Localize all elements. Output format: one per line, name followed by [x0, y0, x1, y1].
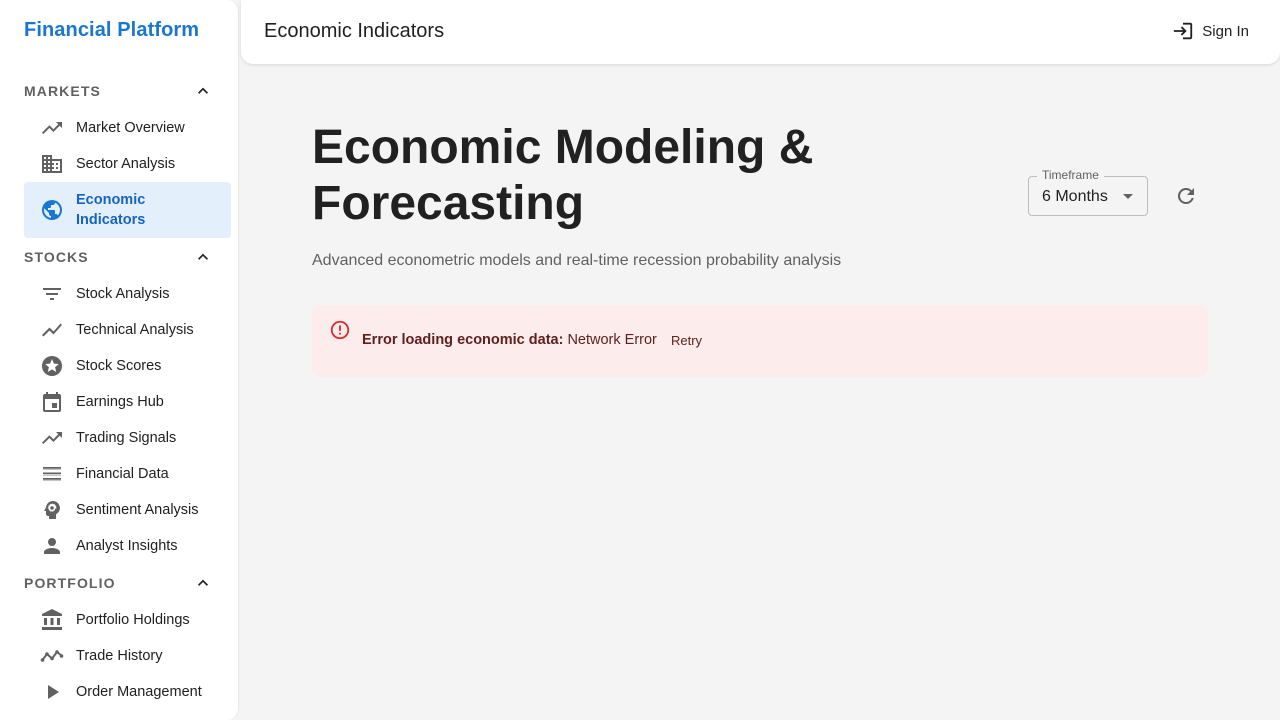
brand-title[interactable]: Financial Platform — [24, 19, 200, 41]
sidebar-item-label: Earnings Hub — [76, 394, 164, 410]
section-header-stocks[interactable]: STOCKS — [24, 238, 231, 276]
sidebar-item-sector-analysis[interactable]: Sector Analysis — [24, 146, 231, 182]
trending-up-icon — [42, 122, 62, 134]
section-header-portfolio[interactable]: PORTFOLIO — [24, 564, 231, 602]
timeframe-value: 6 Months — [1042, 188, 1108, 205]
error-alert: Error loading economic data: Network Err… — [312, 305, 1208, 377]
section-title: PORTFOLIO — [24, 575, 116, 591]
sidebar-item-sentiment-analysis[interactable]: Sentiment Analysis — [24, 492, 231, 528]
sidebar-item-financial-data[interactable]: Financial Data — [24, 456, 231, 492]
chevron-up-icon — [198, 579, 208, 586]
sidebar-item-market-overview[interactable]: Market Overview — [24, 110, 231, 146]
sidebar-item-label: Technical Analysis — [76, 322, 194, 338]
play-arrow-icon — [48, 685, 59, 699]
section-header-markets[interactable]: MARKETS — [24, 72, 231, 110]
page-header-title: Economic Indicators — [264, 20, 445, 42]
sidebar-item-label: Portfolio Holdings — [76, 612, 190, 628]
login-icon — [1174, 22, 1193, 40]
sidebar-item-label: Trading Signals — [76, 430, 177, 446]
list-icon — [43, 467, 61, 481]
timeframe-label: Timeframe — [1037, 168, 1104, 182]
business-icon — [42, 155, 62, 173]
sidebar: Financial Platform MARKETS Market Overvi… — [0, 0, 239, 720]
sidebar-item-label: Analyst Insights — [76, 538, 178, 554]
sidebar-item-stock-scores[interactable]: Stock Scores — [24, 348, 231, 384]
sidebar-item-order-management[interactable]: Order Management — [24, 674, 231, 710]
alert-message: Error loading economic data: Network Err… — [362, 332, 657, 348]
trending-up-icon — [42, 432, 62, 444]
error-outline-icon — [330, 320, 350, 340]
sign-in-label: Sign In — [1202, 22, 1249, 40]
caret-down-icon — [1123, 194, 1133, 199]
sidebar-nav: MARKETS Market Overview Sector Analysis … — [24, 72, 231, 710]
sidebar-item-portfolio-holdings[interactable]: Portfolio Holdings — [24, 602, 231, 638]
sidebar-item-label: Sentiment Analysis — [76, 502, 199, 518]
sidebar-item-trade-history[interactable]: Trade History — [24, 638, 231, 674]
sidebar-item-analyst-insights[interactable]: Analyst Insights — [24, 528, 231, 564]
chevron-up-icon — [198, 253, 208, 260]
section-title: MARKETS — [24, 83, 101, 99]
sidebar-item-label: Market Overview — [76, 120, 185, 136]
psychology-icon — [44, 501, 60, 519]
top-app-bar: Economic Indicators Sign In — [241, 0, 1280, 64]
sidebar-item-trading-signals[interactable]: Trading Signals — [24, 420, 231, 456]
sidebar-item-label: Sector Analysis — [76, 156, 176, 172]
sidebar-item-label: Economic Indicators — [76, 192, 146, 228]
page-title: Economic Modeling & Forecasting — [312, 121, 814, 230]
bank-icon — [42, 609, 62, 630]
sidebar-item-technical-analysis[interactable]: Technical Analysis — [24, 312, 231, 348]
alert-detail: Network Error — [567, 332, 657, 348]
section-title: STOCKS — [24, 249, 89, 265]
sidebar-item-label: Order Management — [76, 684, 202, 700]
refresh-icon[interactable] — [1174, 184, 1198, 208]
sign-in-button[interactable]: Sign In — [1172, 20, 1249, 42]
public-globe-icon — [42, 200, 62, 220]
person-icon — [44, 538, 60, 554]
timeframe-select[interactable]: Timeframe 6 Months — [1028, 168, 1148, 216]
filter-list-icon — [43, 288, 61, 300]
sidebar-item-label: Trade History — [76, 648, 163, 664]
retry-button[interactable]: Retry — [671, 333, 703, 348]
sidebar-item-stock-analysis[interactable]: Stock Analysis — [24, 276, 231, 312]
sidebar-item-earnings-hub[interactable]: Earnings Hub — [24, 384, 231, 420]
calendar-icon — [43, 392, 61, 412]
timeline-icon — [40, 650, 64, 662]
page-subtitle: Advanced econometric models and real-tim… — [312, 252, 842, 269]
sidebar-item-economic-indicators[interactable]: Economic Indicators — [24, 182, 231, 238]
sidebar-item-label: Financial Data — [76, 466, 169, 482]
stars-icon — [42, 356, 62, 376]
sidebar-item-label: Stock Scores — [76, 358, 162, 374]
show-chart-icon — [42, 323, 62, 337]
chevron-up-icon — [198, 87, 208, 94]
sidebar-item-label: Stock Analysis — [76, 286, 170, 302]
alert-title: Error loading economic data: — [362, 332, 564, 348]
